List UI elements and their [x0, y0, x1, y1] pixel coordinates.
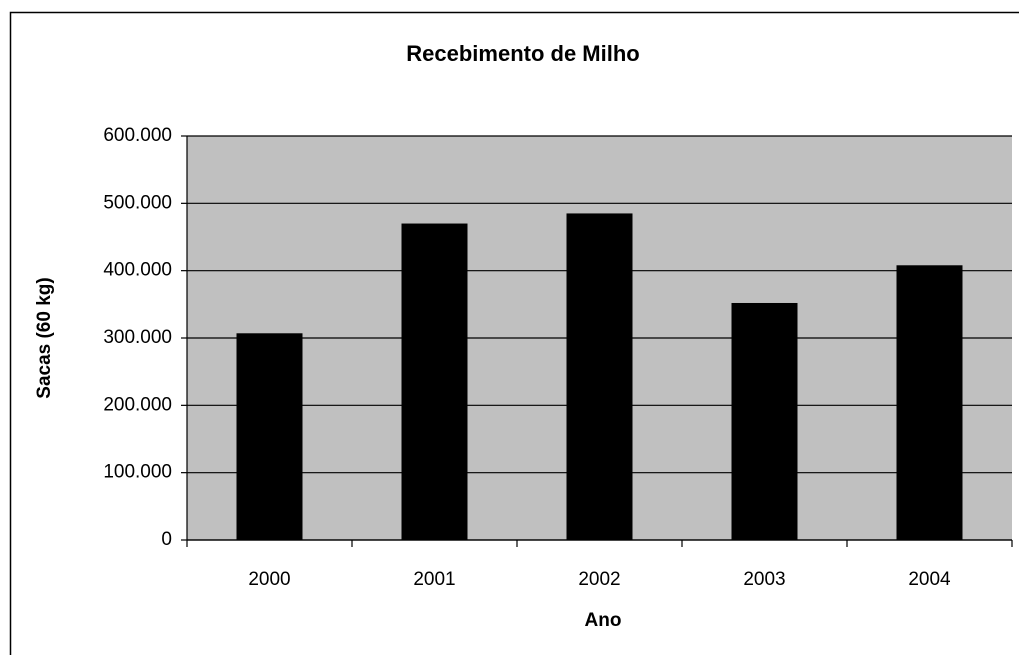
bar — [731, 302, 798, 540]
x-tick-label: 2004 — [908, 569, 951, 590]
y-tick-label: 300.000 — [103, 327, 172, 348]
y-axis-label: Sacas (60 kg) — [34, 277, 55, 398]
bar — [401, 223, 468, 541]
x-tick-label: 2001 — [413, 569, 455, 590]
x-axis-label: Ano — [585, 610, 622, 631]
bar — [896, 265, 963, 540]
x-tick-label: 2002 — [578, 569, 620, 590]
y-tick-label: 100.000 — [103, 462, 172, 483]
chart-title: Recebimento de Milho — [406, 41, 639, 66]
y-tick-label: 500.000 — [103, 192, 172, 213]
y-tick-label: 400.000 — [103, 260, 172, 281]
y-tick-label: 200.000 — [103, 394, 172, 415]
bar — [236, 333, 303, 540]
y-tick-label: 600.000 — [103, 125, 172, 146]
x-tick-label: 2000 — [248, 569, 290, 590]
y-tick-label: 0 — [161, 529, 172, 550]
x-tick-label: 2003 — [743, 569, 785, 590]
bar — [566, 213, 633, 540]
